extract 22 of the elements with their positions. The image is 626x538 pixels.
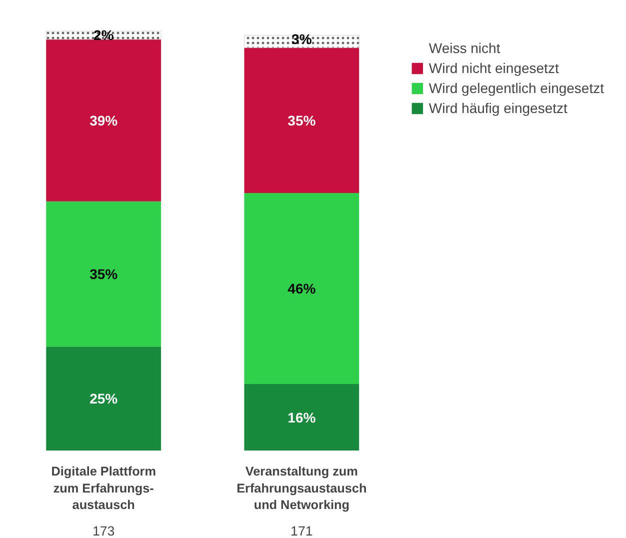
data-label: 35% [90,266,118,282]
data-label: 46% [288,280,316,297]
x-tick-label: Digitale Plattform zum Erfahrungs- austausch [51,464,156,512]
text: Weiss nicht [428,40,500,56]
data-label: 3% [292,30,312,47]
x-tick-label: Veranstaltung zum Erfahrungsaustausch und Networking [236,464,367,512]
bar [46,346,162,450]
legend-label: Wird häufig eingesetzt [428,100,568,116]
bar [244,384,360,450]
bar [46,39,162,202]
data-label: 25% [90,390,118,407]
data-label: 39% [90,112,118,128]
bar [244,48,360,194]
data-label: 16% [288,409,316,426]
data-label: 2% [93,26,114,43]
text: 171 [290,524,313,538]
bar [46,201,162,347]
text: 173 [92,524,115,538]
bar [244,193,360,384]
data-label: 35% [288,112,316,128]
legend-label: Wird gelegentlich eingesetzt [428,80,604,96]
legend-label: Wird nicht eingesetzt [428,60,559,76]
